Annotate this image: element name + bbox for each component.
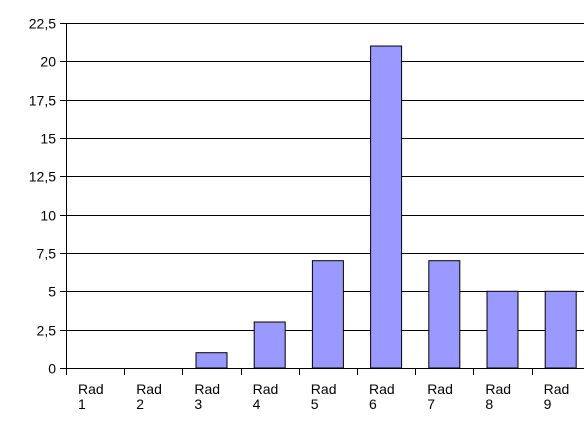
x-tick-label-line: 7 <box>427 396 435 412</box>
x-tick-label: Rad 7 <box>427 381 453 412</box>
x-tick-label: Rad 2 <box>136 381 162 412</box>
x-tick-label-line: 3 <box>194 396 202 412</box>
axes <box>66 23 533 375</box>
bar <box>195 352 228 369</box>
x-tick-label-line: 5 <box>311 396 319 412</box>
bar <box>428 260 461 369</box>
bars <box>195 45 577 369</box>
y-tick-label: 5 <box>48 284 56 300</box>
x-tick-label-line: Rad <box>253 381 279 397</box>
x-tick-label: Rad 3 <box>194 381 220 412</box>
x-tick-label: Rad 5 <box>311 381 337 412</box>
bar <box>311 260 344 369</box>
y-tick-label: 12,5 <box>29 169 56 185</box>
x-tick-label: Rad 4 <box>253 381 279 412</box>
x-tick-label: Rad 1 <box>78 381 104 412</box>
x-tick-label-line: Rad <box>427 381 453 397</box>
x-tick-label-line: Rad <box>78 381 104 397</box>
x-tick-label-line: 6 <box>369 396 377 412</box>
x-tick-label-line: Rad <box>311 381 337 397</box>
x-tick-label-line: 1 <box>78 396 86 412</box>
x-tick-label-line: 8 <box>485 396 493 412</box>
y-tick-label: 2,5 <box>37 323 57 339</box>
y-tick-label: 0 <box>48 361 56 377</box>
x-tick-label-line: 9 <box>544 396 552 412</box>
x-tick-label-line: Rad <box>369 381 395 397</box>
y-tick-label: 15 <box>40 131 56 147</box>
x-tick-label-line: Rad <box>136 381 162 397</box>
y-tick-label: 17,5 <box>29 93 56 109</box>
x-tick-label-line: Rad <box>485 381 511 397</box>
x-tick-label-line: 4 <box>253 396 261 412</box>
x-tick-label-line: Rad <box>194 381 220 397</box>
bar <box>253 321 286 369</box>
y-tick-label: 20 <box>40 54 56 70</box>
bar <box>370 45 403 369</box>
y-tick-label: 10 <box>40 208 56 224</box>
x-tick-label: Rad 8 <box>485 381 511 412</box>
x-tick-label-line: 2 <box>136 396 144 412</box>
bar <box>486 290 519 369</box>
x-tick-label-line: Rad <box>544 381 570 397</box>
bar <box>544 290 577 369</box>
y-axis-tick-labels: 0 2,5 5 7,5 10 12,5 15 17,5 20 22,5 <box>29 16 56 377</box>
x-tick-label: Rad 9 <box>544 381 570 412</box>
y-tick-label: 22,5 <box>29 16 56 32</box>
x-tick-label: Rad 6 <box>369 381 395 412</box>
y-tick-label: 7,5 <box>37 246 57 262</box>
